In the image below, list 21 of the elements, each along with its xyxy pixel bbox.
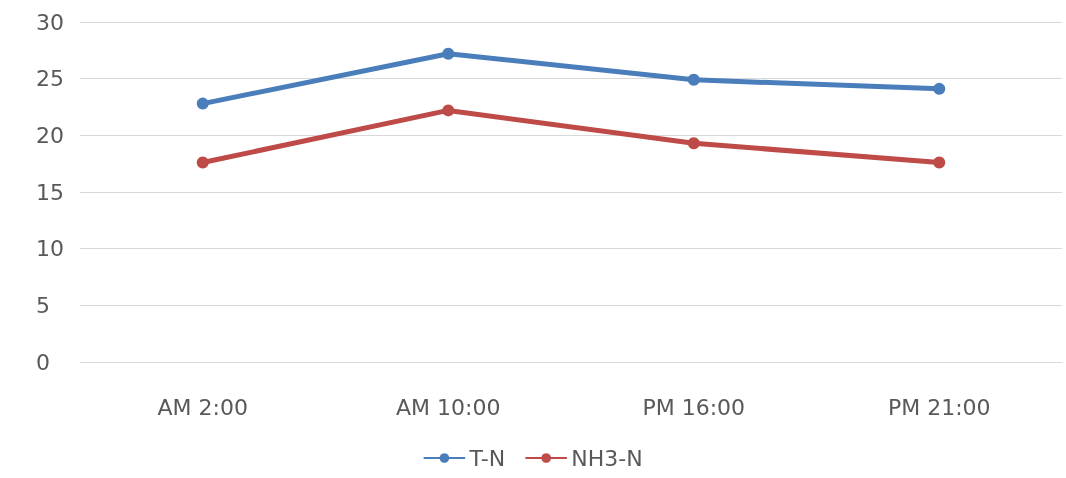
y-tick-label: 15 <box>36 179 64 205</box>
legend-label: NH3-N <box>571 445 643 471</box>
point <box>933 156 946 169</box>
y-tick-label: 25 <box>36 66 64 92</box>
point <box>442 47 455 60</box>
legend-label: T-N <box>468 445 506 471</box>
point <box>687 73 700 86</box>
y-tick-label: 10 <box>36 236 64 262</box>
point <box>933 82 946 95</box>
y-tick-label: 0 <box>36 349 50 375</box>
point <box>196 97 209 110</box>
y-tick-label: 5 <box>36 292 50 318</box>
y-tick-label: 30 <box>36 9 64 35</box>
y-tick-label: 20 <box>36 122 64 148</box>
x-tick-label: PM 21:00 <box>887 394 991 420</box>
x-tick-label: AM 10:00 <box>396 394 501 420</box>
x-tick-label: PM 16:00 <box>642 394 746 420</box>
point <box>196 156 209 169</box>
point <box>687 137 700 150</box>
x-tick-label: AM 2:00 <box>157 394 248 420</box>
point <box>442 104 455 117</box>
